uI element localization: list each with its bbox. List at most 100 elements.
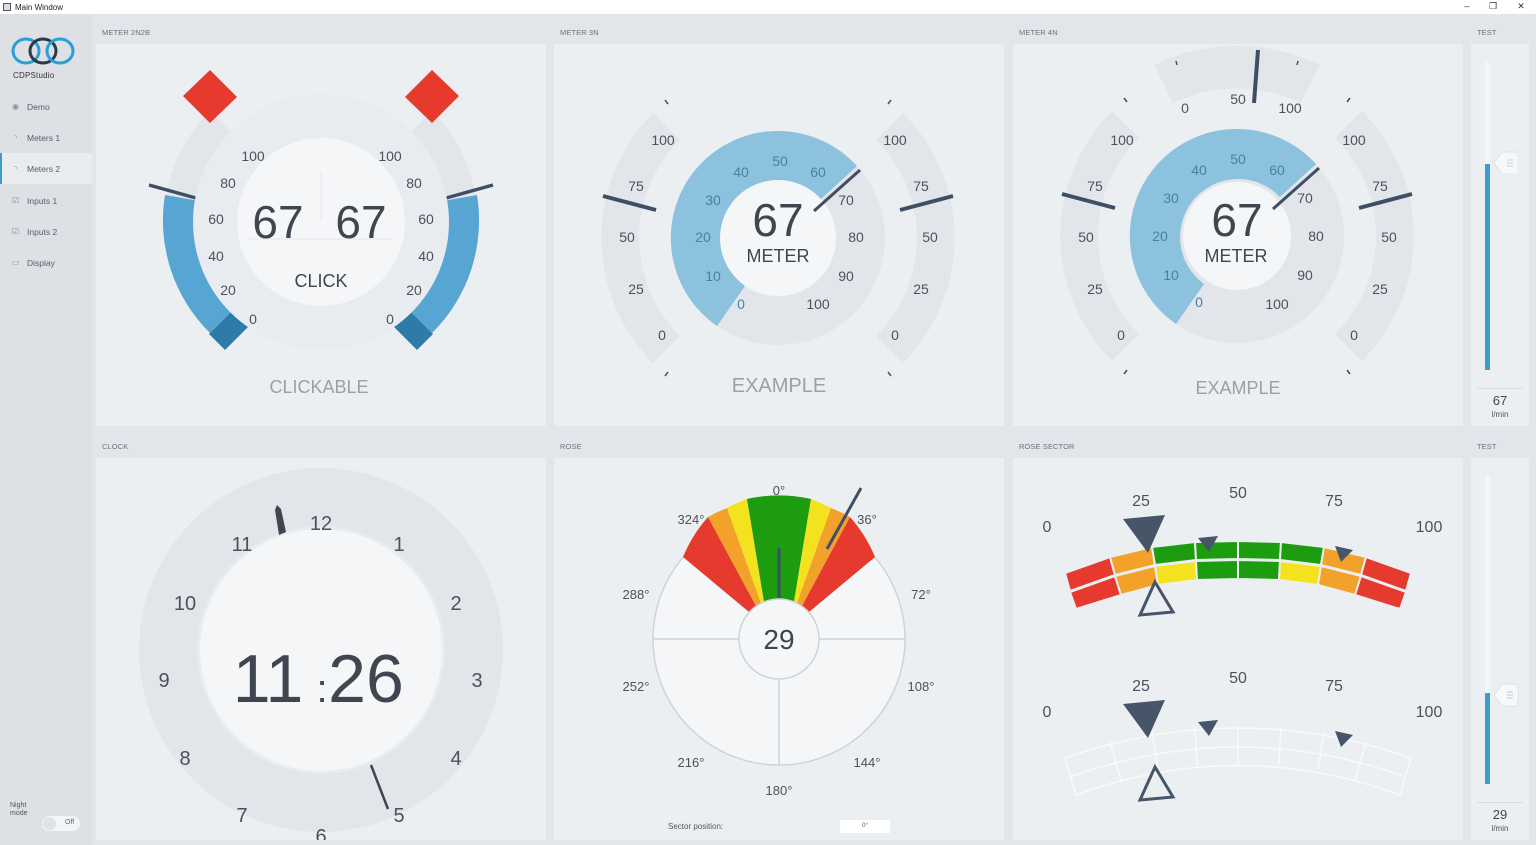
scale-label: 0	[1043, 519, 1052, 536]
restore-button[interactable]: ❐	[1488, 1, 1498, 11]
rose-value: 29	[763, 624, 794, 655]
scale-label: 100	[1110, 132, 1134, 148]
scale-label: 75	[628, 178, 644, 194]
scale-label: 20	[695, 229, 711, 245]
scale-label: 75	[1325, 493, 1343, 510]
panel-title: TEST	[1477, 442, 1497, 451]
scale-label: 100	[883, 132, 907, 148]
sidebar-item-inputs-2[interactable]: ☑ Inputs 2	[0, 216, 92, 247]
scale-label: 0	[249, 311, 257, 327]
scale-label: 90	[1297, 267, 1313, 283]
meter-2n2b-gauge[interactable]: 100 80 60 40 20 0 100 80 60 40 20 0 67 6…	[96, 44, 546, 426]
slider-value: 67	[1492, 393, 1508, 408]
scale-label: 40	[208, 248, 224, 264]
scale-label: 108°	[908, 679, 935, 694]
scale-label: 60	[1269, 162, 1285, 178]
scale-label: 100	[1265, 296, 1289, 312]
panel-body: 0 50 100 100 75 50 25 0 100 75 50 25 0 0…	[1013, 44, 1463, 426]
sidebar-item-label: Meters 1	[27, 132, 61, 143]
scale-label: 100	[1416, 519, 1443, 536]
scale-label: 50	[1381, 229, 1397, 245]
panel-title: METER 2N2B	[102, 28, 151, 37]
scale-label: 25	[1372, 281, 1388, 297]
sidebar-item-meters-1[interactable]: ◝ Meters 1	[0, 122, 92, 153]
scale-label: 0	[1195, 294, 1203, 310]
sidebar-item-inputs-1[interactable]: ☑ Inputs 1	[0, 185, 92, 216]
slider-handle[interactable]	[1493, 151, 1517, 173]
scale-label: 288°	[623, 587, 650, 602]
clock-face: 12 1 2 3 4 5 6 7 8 9 10 11 11 : 26	[139, 468, 503, 840]
scale-label: 100	[1278, 100, 1302, 116]
minimize-button[interactable]: –	[1464, 1, 1470, 11]
clock-hours: 11	[233, 641, 304, 717]
scale-label: 50	[1230, 151, 1246, 167]
scale-label: 80	[1308, 228, 1324, 244]
scale-label: 25	[1132, 493, 1150, 510]
clock-minutes: 26	[328, 641, 404, 717]
panel-meter-2n2b: METER 2N2B	[96, 14, 546, 426]
scale-label: 100	[651, 132, 675, 148]
sidebar-item-label: Inputs 2	[27, 226, 58, 237]
night-mode-toggle[interactable]: Off	[42, 816, 80, 831]
panel-body: 0 25 50 75 100 0 25 50 75 100	[1013, 458, 1463, 840]
slider-handle[interactable]	[1493, 683, 1519, 707]
panel-rose: ROSE 0° 36°	[554, 428, 1004, 840]
sector-position-label: Sector position:	[668, 822, 724, 831]
slider-track[interactable]	[1485, 476, 1490, 784]
meter-value: 67	[752, 194, 803, 246]
scale-label: 0	[386, 311, 394, 327]
scale-label: 180°	[766, 783, 793, 798]
slider-unit: l/min	[1491, 410, 1509, 419]
scale-label: 80	[220, 175, 236, 191]
scale-label: 5	[393, 805, 404, 827]
scale-label: 50	[1078, 229, 1094, 245]
scale-label: 10	[705, 268, 721, 284]
scale-label: 0	[1350, 327, 1358, 343]
scale-label: 100	[378, 148, 402, 164]
scale-label: 50	[1229, 670, 1247, 687]
scale-label: 20	[406, 282, 422, 298]
scale-label: 50	[1230, 91, 1246, 107]
divider	[1477, 802, 1523, 803]
scale-label: 0	[1043, 704, 1052, 721]
globe-icon: ◉	[12, 102, 19, 111]
scale-label: 75	[1372, 178, 1388, 194]
scale-label: 20	[1152, 228, 1168, 244]
panel-title: TEST	[1477, 28, 1497, 37]
scale-label: 9	[158, 670, 169, 692]
panel-clock: CLOCK 12 1 2 3 4 5 6 7 8 9 10	[96, 428, 546, 840]
panel-rose-sector: ROSE SECTOR	[1013, 428, 1463, 840]
scale-label: 50	[1229, 485, 1247, 502]
scale-label: 144°	[854, 755, 881, 770]
sidebar-item-display[interactable]: ▭ Display	[0, 247, 92, 278]
scale-label: 25	[1132, 678, 1150, 695]
scale-label: 0	[737, 296, 745, 312]
close-button[interactable]: ✕	[1517, 1, 1525, 11]
scale-label: 11	[232, 534, 253, 556]
slider-unit: l/min	[1491, 824, 1509, 833]
scale-label: 25	[913, 281, 929, 297]
value-right: 67	[335, 196, 386, 248]
panel-body: 12 1 2 3 4 5 6 7 8 9 10 11 11 : 26	[96, 458, 546, 840]
scale-label: 40	[733, 164, 749, 180]
scale-label: 60	[418, 211, 434, 227]
panel-body: 100 75 50 25 0 100 75 50 25 0 0 10 20 30…	[554, 44, 1004, 426]
gauge-caption: EXAMPLE	[732, 375, 826, 397]
scale-label: 216°	[678, 755, 705, 770]
value-left: 67	[252, 196, 303, 248]
slider-fill	[1485, 164, 1490, 370]
sector-position-input[interactable]: 0°	[840, 820, 890, 833]
click-button[interactable]: CLICK	[294, 271, 347, 291]
sidebar-item-demo[interactable]: ◉ Demo	[0, 91, 92, 122]
scale-label: 100	[1342, 132, 1366, 148]
cdpstudio-logo-icon	[11, 37, 75, 65]
sidebar: CDPStudio ◉ Demo ◝ Meters 1 ◝ Meters 2 ☑…	[0, 14, 92, 845]
scale-label: 252°	[623, 679, 650, 694]
slider-value: 29	[1492, 807, 1508, 822]
scale-label: 2	[450, 593, 461, 615]
sidebar-item-meters-2[interactable]: ◝ Meters 2	[0, 153, 92, 184]
scale-label: 72°	[911, 587, 931, 602]
divider	[1477, 388, 1523, 389]
meter-icon: ◝	[13, 164, 18, 173]
night-mode-label-line1: Night	[10, 802, 27, 809]
